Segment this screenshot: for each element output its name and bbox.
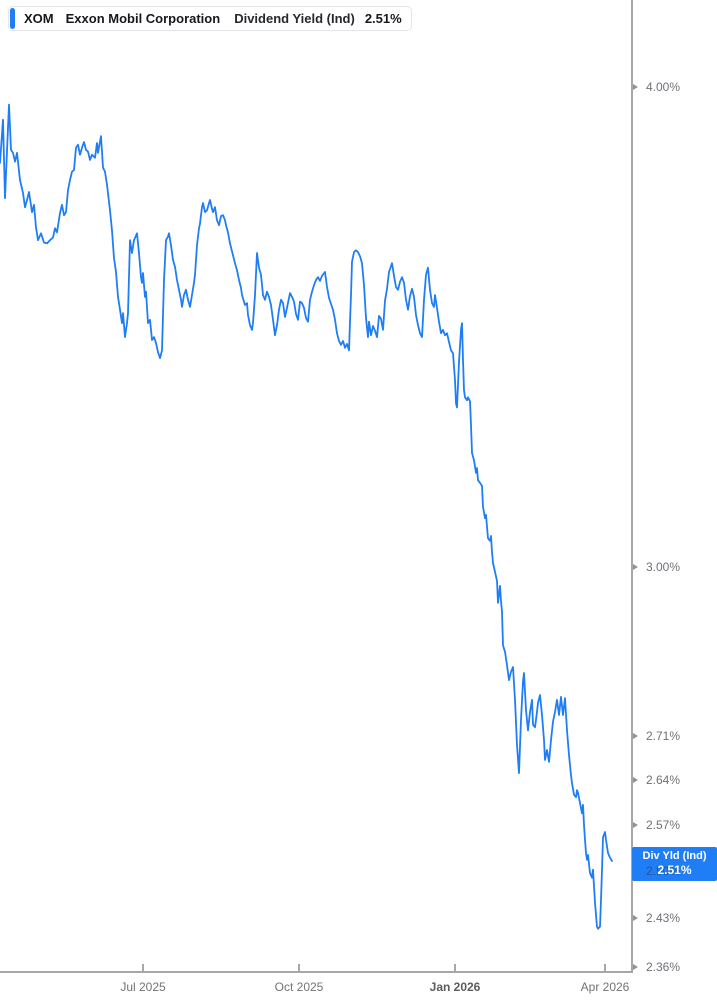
dividend-yield-line [0, 103, 613, 930]
y-tick-label: 2.36% [646, 960, 681, 975]
y-axis-line [631, 0, 633, 971]
y-tick-marker [633, 563, 638, 570]
y-tick-label: 2.64% [646, 773, 681, 788]
current-value-badge-background [632, 847, 717, 881]
company-name: Exxon Mobil Corporation [65, 11, 221, 26]
y-tick-label: 4.00% [646, 80, 681, 94]
x-tick-label: Jul 2025 [120, 980, 166, 994]
y-tick-marker [633, 915, 638, 922]
metric-name: Dividend Yield (Ind) [234, 11, 355, 26]
x-tick-marker [142, 964, 144, 971]
y-tick-marker [633, 84, 638, 90]
current-value-badge: Div Yld (Ind) 2.51% [632, 847, 717, 881]
x-tick-marker [604, 964, 606, 971]
y-tick-label: 2.50% [646, 863, 681, 878]
y-tick-marker [633, 733, 638, 740]
y-tick-label: 2.43% [646, 911, 681, 926]
y-tick-marker [633, 964, 638, 971]
y-tick-marker [633, 821, 638, 828]
x-tick-label: Jan 2026 [429, 980, 481, 994]
y-tick-label: 2.57% [646, 817, 681, 832]
badge-metric-label: Div Yld (Ind) [642, 850, 707, 862]
ticker-symbol: XOM [24, 11, 54, 26]
x-axis-line [0, 971, 633, 973]
series-color-accent-bar [10, 8, 15, 29]
x-tick-marker [454, 964, 456, 971]
metric-current-value: 2.51% [364, 11, 402, 26]
y-tick-marker [633, 777, 638, 784]
y-tick-label: 2.71% [646, 729, 681, 744]
x-tick-label: Oct 2025 [274, 980, 324, 994]
security-header-card: XOM Exxon Mobil Corporation Dividend Yie… [8, 6, 412, 31]
x-tick-label: Apr 2026 [580, 980, 630, 994]
x-tick-marker [298, 964, 300, 971]
y-tick-label: 3.00% [646, 559, 681, 574]
badge-value-label: 2.51% [657, 863, 692, 877]
